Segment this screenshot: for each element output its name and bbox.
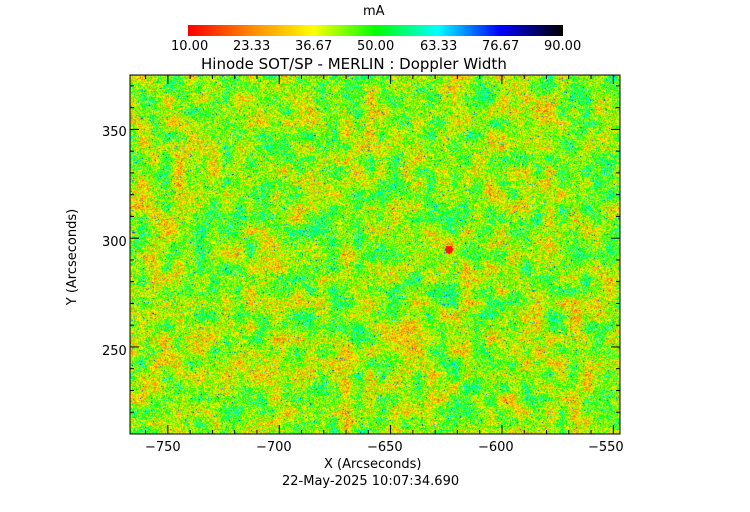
x-tick-label: −650 <box>367 440 403 455</box>
colorbar-label: mA <box>363 4 385 19</box>
timestamp: 22-May-2025 10:07:34.690 <box>282 474 460 489</box>
x-axis-label: X (Arcseconds) <box>324 457 422 472</box>
x-tick-label: −700 <box>256 440 292 455</box>
colorbar-tick-label: 10.00 <box>171 39 209 54</box>
colorbar-tick-label: 76.67 <box>482 39 520 54</box>
colorbar-tick-label: 63.33 <box>420 39 458 54</box>
x-tick-label: −600 <box>478 440 514 455</box>
plot-frame <box>129 74 621 435</box>
y-tick-label: 300 <box>102 235 127 250</box>
colorbar-tick-label: 50.00 <box>357 39 395 54</box>
chart-title: Hinode SOT/SP - MERLIN : Doppler Width <box>201 55 507 73</box>
y-tick-label: 350 <box>102 125 127 140</box>
doppler-width-map <box>130 75 620 434</box>
colorbar <box>188 25 563 36</box>
colorbar-tick-label: 23.33 <box>233 39 271 54</box>
colorbar-tick-label: 90.00 <box>544 39 582 54</box>
colorbar-tick-label: 36.67 <box>295 39 333 54</box>
y-axis-label: Y (Arcseconds) <box>65 208 81 306</box>
x-tick-label: −750 <box>145 440 181 455</box>
y-tick-label: 250 <box>102 344 127 359</box>
x-tick-label: −550 <box>588 440 624 455</box>
